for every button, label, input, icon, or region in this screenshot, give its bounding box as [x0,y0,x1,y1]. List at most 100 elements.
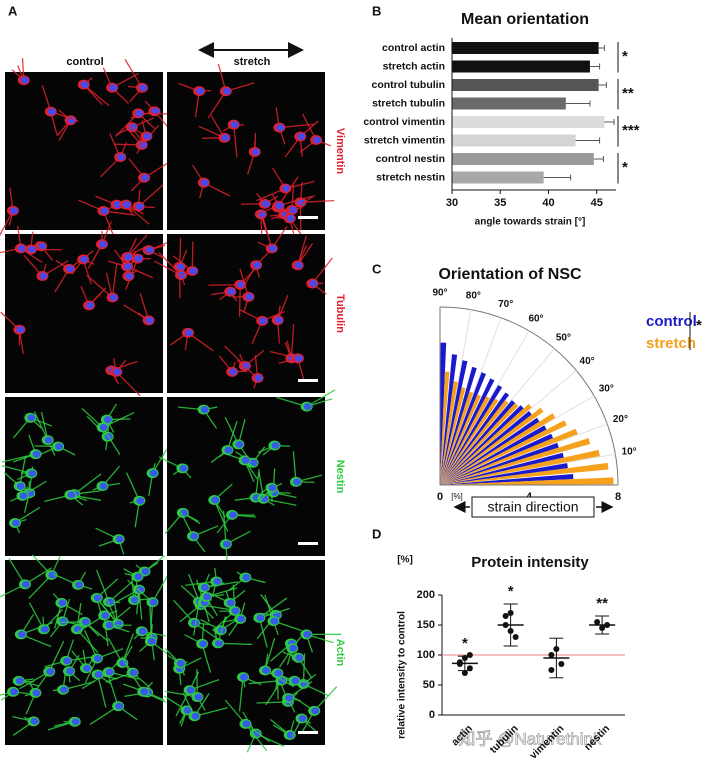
cell-process [127,579,153,603]
nucleus [183,706,192,714]
micrographs [0,57,342,753]
nucleus [190,532,199,540]
cell-process [33,411,49,441]
data-point [512,634,519,640]
nucleus [297,198,306,206]
nucleus [94,670,103,678]
micrograph [167,397,325,556]
nucleus [47,108,56,116]
nucleus [40,625,49,633]
nucleus [60,686,69,694]
nucleus [271,442,280,450]
bar [452,153,594,165]
y-tick-label: 200 [417,589,435,601]
cell-process [73,473,102,495]
nucleus [138,627,147,635]
nucleus [32,689,41,697]
y-tick-label: 100 [417,649,435,661]
column-label: control [66,56,103,68]
angle-tick-label: 10° [622,446,637,457]
nucleus [149,469,158,477]
nucleus [211,496,220,504]
cell-process [238,284,241,317]
polar-bar [440,473,574,485]
nucleus [259,317,268,325]
polar-bar [440,402,519,485]
nucleus [242,573,251,581]
nucleus [131,596,140,604]
nucleus [298,715,307,723]
nucleus [249,459,258,467]
grid-spoke [439,309,472,486]
data-point [461,670,468,676]
row-label: Actin [334,639,346,667]
x-axis-label: angle towards strain [°] [475,217,586,228]
nucleus [257,210,266,218]
nucleus [30,717,39,725]
r-tick-label: 0 [437,491,443,503]
category-label: control actin [382,42,445,54]
cell-process [313,686,338,712]
y-tick-label: 50 [423,679,435,691]
cell-process [86,274,113,298]
nucleus [176,659,185,667]
angle-tick-label: 60° [528,313,543,324]
cell-process [292,451,297,482]
nucleus [135,202,144,210]
polar-bar [440,387,466,485]
nucleus [293,478,302,486]
nucleus [109,84,118,92]
category-label: stretch vimentin [364,134,445,146]
polar-bar [440,449,600,485]
nucleus [99,482,108,490]
grid-arc [439,306,619,486]
nucleus [16,482,25,490]
polar-bar [440,442,559,485]
data-point [548,667,555,673]
cell-process [238,677,244,712]
chart-title: Orientation of NSC [438,266,582,283]
nucleus [274,316,283,324]
polar-bar [440,411,532,485]
data-point [599,625,606,631]
nucleus [230,121,239,129]
polar-bar [440,392,510,485]
polar-bar [440,400,509,485]
grid-spoke [439,348,555,486]
polar-bar [440,403,532,485]
nucleus [303,403,312,411]
nucleus [288,206,297,214]
nucleus [80,81,89,89]
nucleus [93,594,102,602]
nucleus [113,201,122,209]
cell-process [207,90,227,119]
nucleus [141,174,150,182]
nucleus [66,265,75,273]
cell-process [107,675,119,707]
angle-tick-label: 80° [466,291,481,302]
polar-bar [440,342,447,485]
polar-bar [440,413,556,485]
nucleus [123,262,132,270]
grid-spoke [439,395,595,486]
polar-bar [440,438,591,485]
nucleus [245,293,254,301]
nucleus [55,442,64,450]
cell-process [150,602,154,635]
y-tick-label: 0 [429,709,435,721]
significance-label: ** [596,595,608,612]
nucleus [242,720,251,728]
nucleus [222,87,231,95]
nucleus [66,667,75,675]
nucleus [254,374,263,382]
polar-bar [440,428,578,485]
row-label: Tubulin [334,294,346,333]
polar-bar [440,405,524,485]
cell-process [259,597,288,619]
nucleus [100,207,109,215]
data-point [604,622,611,628]
nucleus [285,694,294,702]
polar-bar [440,371,450,485]
cell-process [124,59,143,89]
panel-label: D [372,526,381,541]
